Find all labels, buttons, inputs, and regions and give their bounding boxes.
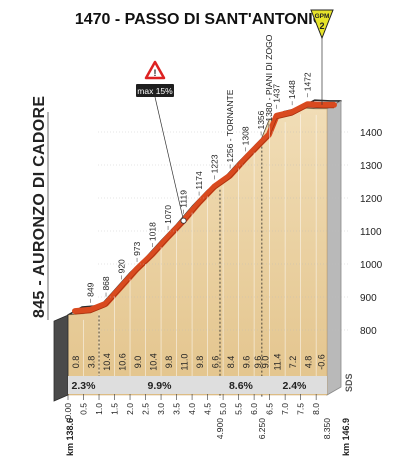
segment-gradient-5: 10.4 — [148, 353, 158, 371]
segment-gradient-7: 11.0 — [179, 354, 189, 371]
x-tick-14: 7.0 — [280, 403, 290, 415]
x-tick-2: 1.0 — [94, 403, 104, 415]
y-tick-1400: 1400 — [360, 128, 383, 139]
x-tick-13: 6.5 — [265, 403, 275, 415]
point-label-13: 1437 — [272, 84, 282, 103]
road-ribbon-edge — [74, 106, 334, 315]
km-marker-1: 6.250 — [257, 418, 267, 440]
start-name: 845 - AURONZO DI CADORE — [31, 96, 48, 318]
point-label-7: 1174 — [194, 171, 204, 190]
y-tick-900: 900 — [360, 293, 377, 304]
x-tick-9: 4.5 — [203, 403, 213, 415]
point-label-5: 1070 — [163, 205, 173, 224]
end-km-label: km 146.9 — [341, 418, 351, 456]
point-label-9: 1256 - TORNANTE — [225, 89, 235, 162]
segment-gradient-9: 6.6 — [210, 356, 220, 369]
segment-gradient-3: 10.6 — [117, 353, 127, 371]
segment-gradient-13: 9.0 — [261, 356, 271, 369]
road-ribbon — [72, 101, 337, 315]
point-label-15: 1472 — [303, 72, 313, 91]
x-tick-3: 1.5 — [110, 403, 120, 415]
x-tick-5: 2.5 — [141, 403, 151, 415]
point-label-12: 1380 - PIANI DI ZOGO — [264, 34, 274, 121]
gradient-bar — [68, 376, 327, 394]
x-tick-16: 8.0 — [311, 403, 321, 415]
section-average-2: 8.6% — [229, 380, 254, 392]
x-tick-12: 6.0 — [249, 403, 259, 415]
km-marker-2: 8.350 — [322, 418, 332, 440]
profile-side-face — [326, 100, 342, 396]
segment-gradient-6: 9.8 — [164, 356, 174, 369]
point-label-14: 1448 — [287, 80, 297, 99]
watermark: SDS — [344, 373, 354, 392]
point-label-10: 1308 — [241, 126, 251, 145]
max-gradient-leader — [154, 96, 184, 221]
start-km-label: km 138.6 — [65, 418, 75, 456]
point-label-6: 1119 — [179, 190, 189, 208]
y-tick-1300: 1300 — [360, 161, 383, 172]
warning-icon — [144, 60, 166, 80]
point-label-3: 973 — [132, 241, 142, 255]
y-tick-1000: 1000 — [360, 260, 383, 271]
gpm-badge-label: GPM — [315, 13, 330, 20]
km-marker-0: 4.900 — [215, 418, 225, 440]
segment-gradient-14: 11.4 — [272, 354, 282, 371]
x-tick-1: 0.5 — [79, 403, 89, 415]
gpm-badge-number: 2 — [319, 21, 324, 31]
chart-title: 1470 - PASSO DI SANT'ANTONIO — [75, 11, 325, 28]
point-label-1: 868 — [101, 276, 111, 290]
section-average-0: 2.3% — [72, 380, 97, 392]
profile-left-face — [53, 314, 69, 402]
segment-gradient-10: 8.4 — [226, 356, 236, 369]
point-label-8: 1223 — [210, 154, 220, 173]
y-tick-800: 800 — [360, 326, 377, 337]
section-average-1: 9.9% — [148, 380, 173, 392]
max-gradient-point — [180, 217, 187, 224]
x-tick-15: 7.5 — [296, 403, 306, 415]
segment-gradient-4: 9.0 — [133, 356, 143, 369]
point-label-11: 1356 — [256, 110, 266, 129]
x-tick-4: 2.0 — [125, 403, 135, 415]
y-tick-1200: 1200 — [360, 194, 383, 205]
max-gradient-label: max 15% — [137, 86, 173, 96]
x-tick-6: 3.0 — [156, 403, 166, 415]
segment-gradient-16: 4.8 — [303, 356, 313, 369]
max-gradient-box — [136, 84, 174, 97]
x-tick-0: 0.00 — [63, 403, 73, 420]
segment-gradient-11: 9.6 — [241, 356, 251, 369]
section-average-3: 2.4% — [282, 380, 307, 392]
warning-icon-glyph: ! — [154, 68, 157, 78]
x-tick-10: 5.0 — [218, 403, 228, 415]
point-label-4: 1018 — [148, 222, 158, 241]
x-tick-11: 5.5 — [234, 403, 244, 415]
y-tick-1100: 1100 — [360, 227, 382, 238]
segment-gradient-15: 7.2 — [288, 356, 298, 369]
segment-gradient-1: 3.8 — [86, 356, 96, 369]
point-label-0: 849 — [86, 282, 96, 296]
segment-gradient-17: -0.6 — [317, 354, 327, 370]
x-tick-8: 4.0 — [187, 403, 197, 415]
gpm-badge-icon — [310, 9, 334, 40]
segment-gradient-8: 9.8 — [195, 356, 205, 369]
profile-area — [67, 107, 328, 396]
point-label-2: 920 — [117, 259, 127, 273]
segment-gradient-12: 9.6 — [253, 356, 263, 369]
segment-gradient-2: 10.4 — [102, 353, 112, 371]
segment-gradient-0: 0.8 — [71, 356, 81, 369]
x-tick-7: 3.5 — [172, 403, 182, 415]
